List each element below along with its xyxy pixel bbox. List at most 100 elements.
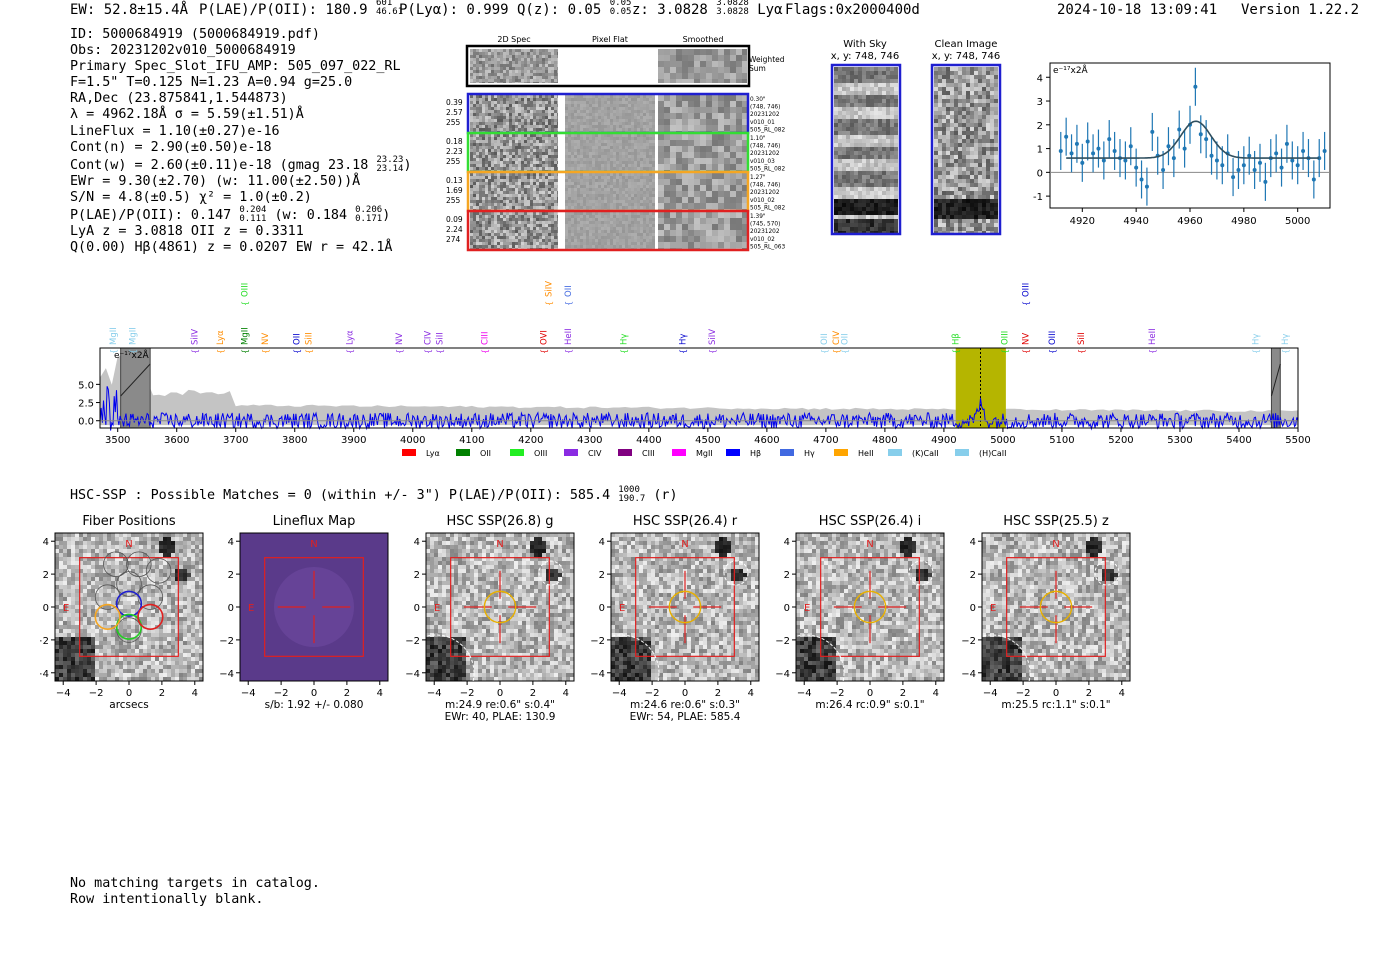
- weighted-sum-smooth: [730, 73, 736, 79]
- with-sky-pixel: [886, 131, 890, 135]
- with-sky-pixel: [878, 187, 882, 191]
- fiber-row-flat: [592, 131, 595, 132]
- weighted-sum-noise: [509, 55, 512, 58]
- fiber-row-flat: [601, 161, 604, 164]
- fiber-row-flat: [637, 212, 640, 215]
- fiber-row-flat: [643, 98, 646, 101]
- fiber-row-spec: [491, 143, 494, 146]
- fiber-row-spec: [524, 200, 527, 203]
- fiber-row-flat: [574, 167, 577, 170]
- fiber-row-smooth: [718, 119, 724, 125]
- fiber-row-flat: [619, 137, 622, 140]
- fiber-row-flat: [589, 239, 592, 242]
- fiber-row-flat: [604, 137, 607, 140]
- weighted-sum-noise: [482, 79, 485, 82]
- fiber-row-spec: [482, 137, 485, 140]
- fiber-row-flat: [568, 206, 571, 209]
- clean-image-pixel: [942, 115, 946, 119]
- fiber-row-spec: [494, 131, 497, 132]
- clean-image-pixel: [962, 71, 966, 75]
- fiber-row-spec: [503, 140, 506, 143]
- with-sky-pixel: [838, 91, 842, 95]
- clean-image-pixel: [986, 103, 990, 107]
- fiber-row-flat: [604, 125, 607, 128]
- fiber-row-flat: [589, 143, 592, 146]
- with-sky-pixel: [878, 83, 882, 87]
- clean-image-pixel: [954, 67, 958, 71]
- fiber-row-flat: [610, 125, 613, 128]
- fiber-row-smooth: [706, 224, 712, 230]
- fiber-row-flat: [568, 221, 571, 224]
- fiber-row-flat: [586, 140, 589, 143]
- fiber-row-flat: [571, 242, 574, 245]
- fiber-row-flat: [646, 125, 649, 128]
- fiber-row-spec: [551, 113, 554, 116]
- info-contn: Cont(n) = 2.90(±0.50)e-18: [70, 139, 272, 155]
- fiber-row-spec: [542, 197, 545, 200]
- fiber-row-flat: [631, 197, 634, 200]
- fiber-row-spec: [539, 200, 542, 203]
- fiber-row-spec: [491, 239, 494, 242]
- fiber-row-smooth: [688, 95, 694, 101]
- fiber-row-spec: [524, 95, 527, 98]
- fiber-row-flat: [622, 161, 625, 164]
- weighted-sum-noise: [551, 82, 554, 83]
- clean-image-pixel: [962, 99, 966, 103]
- with-sky-pixel: [838, 131, 842, 135]
- weighted-sum-noise: [485, 67, 488, 70]
- clean-image-pixel: [982, 67, 986, 71]
- fiber-row-spec: [521, 182, 524, 185]
- fiber-row-flat: [640, 152, 643, 155]
- fiber-row-spec: [479, 164, 482, 167]
- fiber-row-flat: [649, 116, 652, 119]
- fiber-row-flat: [607, 143, 610, 146]
- with-sky-pixel: [874, 155, 878, 159]
- fiber-row-flat: [583, 245, 586, 248]
- fiber-row-spec: [542, 173, 545, 176]
- weighted-sum-smooth: [688, 61, 694, 67]
- with-sky-pixel: [882, 163, 886, 167]
- with-sky-pixel: [846, 191, 850, 195]
- fiber-row-flat: [598, 227, 601, 230]
- fiber-row-spec: [551, 191, 554, 194]
- fiber-row-smooth: [718, 125, 724, 131]
- fiber-row-smooth: [736, 185, 742, 191]
- fiber-row-spec: [491, 140, 494, 143]
- fiber-row-flat: [601, 128, 604, 131]
- fiber-row-flat: [640, 107, 643, 110]
- with-sky-pixel: [882, 131, 886, 135]
- fiber-row-meta: 1.39": [750, 214, 766, 220]
- fiber-row-flat: [610, 167, 613, 170]
- weighted-sum-label: Weighted: [749, 55, 785, 64]
- fiber-row-spec: [527, 122, 530, 125]
- fiber-row-spec: [482, 170, 485, 171]
- with-sky-pixel: [878, 219, 882, 223]
- fiber-row-flat: [637, 209, 640, 210]
- fiber-row-flat: [595, 122, 598, 125]
- fiber-row-flat: [592, 188, 595, 191]
- with-sky-pixel: [854, 167, 858, 171]
- fiber-row-smooth: [724, 113, 730, 119]
- fiber-row-stat: 2.24: [446, 225, 463, 234]
- weighted-sum-noise: [500, 73, 503, 76]
- fiber-row-spec: [527, 185, 530, 188]
- fiber-row-flat: [595, 101, 598, 104]
- fiber-row-spec: [491, 248, 494, 249]
- weighted-sum-noise: [509, 82, 512, 83]
- fiber-row-flat: [640, 113, 643, 116]
- fiber-row-meta: v010_03: [750, 159, 775, 165]
- with-sky-pixel: [858, 127, 862, 131]
- fiber-row-flat: [628, 242, 631, 245]
- fiber-row-spec: [515, 200, 518, 203]
- fiber-row-flat: [607, 167, 610, 170]
- with-sky-pixel: [858, 71, 862, 75]
- with-sky-pixel: [842, 219, 846, 223]
- with-sky-pixel: [894, 107, 898, 111]
- fiber-row-spec: [485, 239, 488, 242]
- weighted-sum-noise: [500, 49, 503, 52]
- fiber-row-flat: [568, 149, 571, 152]
- fiber-row-smooth: [712, 125, 718, 131]
- fiber-row-spec: [536, 173, 539, 176]
- weighted-sum-noise: [482, 52, 485, 55]
- fiber-row-spec: [551, 137, 554, 140]
